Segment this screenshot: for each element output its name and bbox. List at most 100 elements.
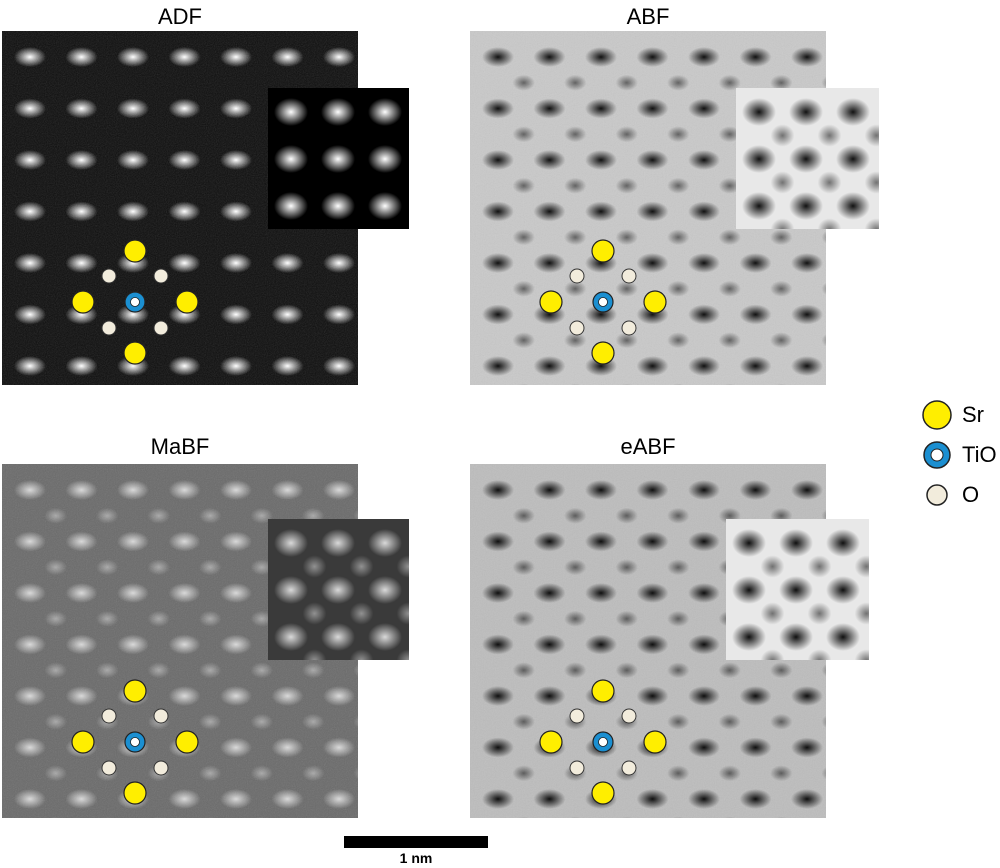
o-atom-marker: [153, 268, 169, 284]
minor-column-spot: [564, 610, 587, 627]
atom-column-spot: [65, 201, 98, 222]
minor-column-spot: [147, 662, 170, 679]
atom-column-spot: [220, 253, 252, 273]
sr-atom-marker: [643, 290, 667, 314]
minor-column-spot: [760, 555, 785, 578]
atom-column-spot: [739, 686, 772, 706]
atom-column-spot: [482, 98, 514, 119]
minor-column-spot: [199, 662, 222, 679]
o-atom-marker: [101, 268, 117, 284]
atom-column-spot: [271, 737, 304, 758]
atom-column-spot: [65, 531, 98, 552]
minor-column-spot: [96, 662, 119, 679]
atom-column-spot: [636, 98, 669, 119]
minor-column-spot: [512, 765, 535, 782]
minor-column-spot: [615, 126, 638, 143]
atom-column-spot: [585, 201, 617, 222]
o-atom-marker: [153, 708, 169, 724]
minor-column-spot: [302, 765, 325, 782]
legend-label-o: O: [962, 482, 980, 507]
minor-column-spot: [667, 713, 690, 730]
atom-column-spot: [482, 789, 514, 809]
o-atom-marker: [569, 320, 585, 336]
o-atom-marker: [569, 268, 585, 284]
atom-column-spot: [533, 98, 566, 119]
atom-column-spot: [117, 201, 149, 222]
minor-column-spot: [353, 715, 358, 729]
atom-column-spot: [585, 583, 617, 603]
minor-column-spot: [770, 74, 793, 91]
atom-column-spot: [323, 737, 355, 758]
atom-column-spot: [65, 686, 98, 706]
minor-column-spot: [821, 509, 826, 523]
atom-column-spot: [585, 98, 617, 119]
minor-column-spot: [512, 280, 535, 297]
minor-column-spot: [667, 662, 690, 679]
atom-column-spot: [636, 634, 669, 655]
atom-column-spot: [271, 686, 304, 706]
minor-column-spot: [512, 713, 535, 730]
atom-column-spot: [168, 201, 201, 222]
atom-column-spot: [220, 634, 252, 655]
atom-column-spot: [220, 150, 252, 170]
atom-column-spot: [323, 356, 355, 376]
sr-atom-marker: [591, 781, 615, 805]
tio-atom-marker-core: [598, 297, 608, 307]
minor-column-spot: [615, 559, 638, 576]
minor-column-spot: [44, 713, 67, 730]
atom-column-spot: [271, 253, 304, 273]
atom-column-spot: [65, 583, 98, 603]
atom-column-spot: [482, 737, 514, 758]
atom-column-spot: [65, 634, 98, 655]
atom-column-spot: [826, 623, 860, 651]
minor-column-spot: [199, 765, 222, 782]
minor-column-spot: [667, 610, 690, 627]
atom-column-spot: [636, 531, 669, 552]
atom-column-spot: [791, 480, 823, 500]
minor-column-spot: [302, 602, 327, 625]
atom-column-spot: [220, 686, 252, 706]
atom-column-spot: [533, 47, 566, 67]
o-atom-marker: [621, 708, 637, 724]
atom-column-spot: [117, 634, 149, 655]
minor-column-spot: [564, 177, 587, 194]
minor-column-spot: [250, 559, 273, 576]
o-atom-marker: [153, 760, 169, 776]
atom-column-spot: [220, 47, 252, 67]
minor-column-spot: [302, 662, 325, 679]
o-atom-marker: [569, 760, 585, 776]
minor-column-spot: [512, 332, 535, 349]
minor-column-spot: [147, 610, 170, 627]
atom-column-spot: [274, 623, 308, 651]
legend-label-sr: Sr: [962, 402, 984, 427]
minor-column-spot: [199, 610, 222, 627]
atom-column-spot: [321, 529, 355, 557]
atom-column-spot: [636, 480, 669, 500]
atom-column-spot: [220, 531, 252, 552]
minor-column-spot: [775, 816, 788, 818]
atom-column-spot: [14, 686, 46, 706]
atom-column-spot: [791, 356, 823, 376]
atom-column-spot: [836, 192, 870, 220]
minor-column-spot: [564, 229, 587, 246]
atom-column-spot: [274, 192, 308, 220]
minor-column-spot: [44, 765, 67, 782]
atom-column-spot: [65, 789, 98, 809]
atom-column-spot: [533, 789, 566, 809]
atom-column-spot: [533, 686, 566, 706]
atom-column-spot: [739, 356, 772, 376]
minor-column-spot: [302, 555, 327, 578]
minor-column-spot: [723, 383, 736, 385]
atom-column-spot: [688, 686, 720, 706]
minor-column-spot: [353, 509, 358, 523]
atom-column-spot: [168, 356, 201, 376]
atom-column-spot: [533, 150, 566, 170]
atom-column-spot: [323, 47, 355, 67]
minor-column-spot: [821, 766, 826, 780]
minor-column-spot: [255, 816, 268, 818]
atom-column-spot: [65, 47, 98, 67]
atom-column-spot: [636, 253, 669, 273]
minor-column-spot: [718, 332, 741, 349]
minor-column-spot: [667, 177, 690, 194]
minor-column-spot: [615, 662, 638, 679]
